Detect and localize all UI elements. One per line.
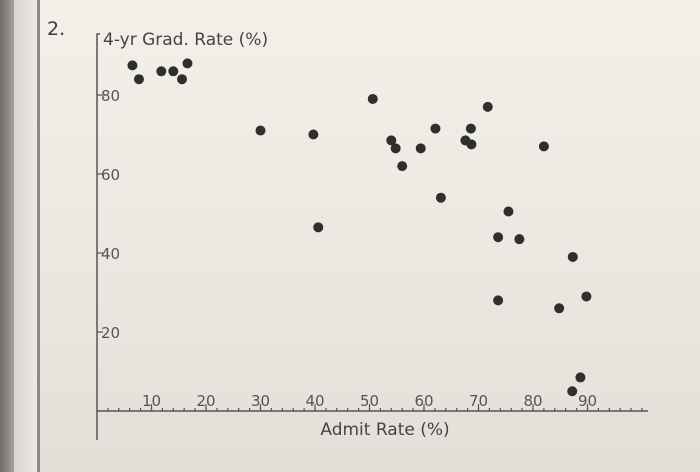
data-point — [567, 251, 578, 262]
data-point — [313, 222, 324, 233]
y-tick-label: 80 — [101, 87, 120, 105]
x-tick-label: 30 — [251, 392, 270, 410]
x-axis-title: Admit Rate (%) — [320, 420, 449, 440]
data-point — [127, 60, 138, 71]
y-tick-label: 40 — [101, 245, 120, 263]
data-point — [430, 123, 441, 134]
x-tick-label: 20 — [196, 392, 215, 410]
binding-edge-line — [37, 0, 40, 472]
data-point — [581, 291, 592, 302]
data-point — [182, 58, 193, 69]
data-point — [386, 135, 397, 146]
data-point — [308, 129, 319, 140]
x-tick-label: 10 — [142, 392, 161, 410]
y-tick-label: 60 — [101, 166, 120, 184]
data-point — [538, 141, 549, 152]
x-tick-label: 80 — [523, 392, 542, 410]
binding-edge-dark — [0, 0, 14, 472]
y-axis-line — [96, 33, 100, 440]
data-point — [482, 101, 493, 112]
data-point — [415, 143, 426, 154]
data-point — [397, 161, 408, 172]
data-point — [156, 66, 167, 77]
x-tick-label: 70 — [469, 392, 488, 410]
x-axis-ticks: 10 20 30 40 50 60 70 80 90 — [142, 392, 597, 411]
data-point — [575, 372, 586, 383]
y-tick-label: 20 — [101, 324, 120, 342]
data-point — [466, 139, 477, 150]
data-point — [554, 303, 565, 314]
data-point — [255, 125, 266, 136]
data-point — [435, 192, 446, 203]
data-point — [177, 74, 188, 85]
data-point — [514, 234, 525, 245]
data-point — [133, 74, 144, 85]
y-axis-ticks: 20 40 60 80 — [97, 87, 120, 342]
y-axis-title: 4-yr Grad. Rate (%) — [103, 30, 268, 50]
data-point — [503, 206, 514, 217]
data-point — [567, 386, 578, 397]
question-number: 2. — [47, 18, 66, 40]
data-point — [390, 143, 401, 154]
x-tick-label: 40 — [305, 392, 324, 410]
x-tick-label: 60 — [414, 392, 433, 410]
chart-axes — [96, 33, 648, 440]
data-point — [367, 93, 378, 104]
x-axis-minor-ticks — [107, 408, 643, 411]
data-point — [465, 123, 476, 134]
data-point — [493, 295, 504, 306]
x-tick-label: 50 — [360, 392, 379, 410]
data-point — [168, 66, 179, 77]
x-tick-label: 90 — [578, 392, 597, 410]
binding-edge-light — [14, 0, 38, 472]
data-points — [127, 58, 592, 397]
data-point — [493, 232, 504, 243]
